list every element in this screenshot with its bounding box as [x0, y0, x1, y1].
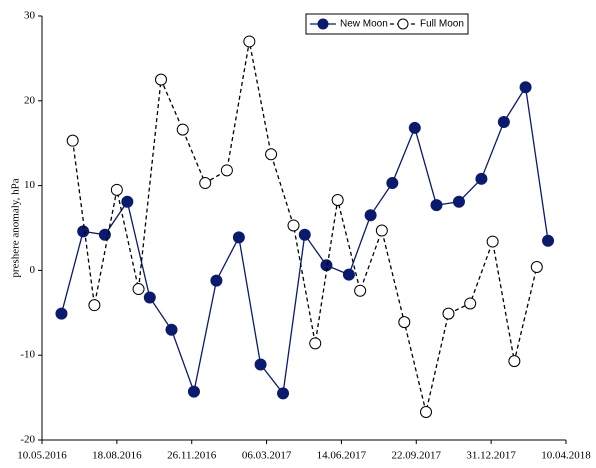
marker	[243, 35, 256, 48]
marker	[121, 195, 134, 208]
x-tick-label: 22.09.2017	[392, 450, 442, 462]
marker	[77, 225, 90, 238]
marker	[430, 199, 443, 212]
y-tick-label: -10	[20, 349, 35, 361]
y-tick-label: 10	[24, 179, 36, 191]
marker	[530, 261, 543, 274]
marker	[542, 234, 555, 247]
marker	[143, 291, 156, 304]
legend-marker	[397, 18, 409, 30]
y-tick-label: 0	[30, 264, 36, 276]
marker	[375, 224, 388, 237]
marker	[199, 177, 212, 190]
y-tick-label: 20	[24, 94, 36, 106]
marker	[519, 81, 532, 94]
marker	[66, 134, 79, 147]
marker	[442, 307, 455, 320]
marker	[398, 316, 411, 329]
series-line	[72, 41, 538, 413]
marker	[232, 231, 245, 244]
legend-box	[305, 13, 469, 35]
marker	[220, 164, 233, 177]
marker	[486, 235, 499, 248]
marker	[254, 358, 267, 371]
marker	[88, 299, 101, 312]
legend: New Moon Full Moon	[305, 13, 469, 35]
y-tick-label: -20	[20, 434, 35, 446]
marker	[354, 284, 367, 297]
marker	[452, 195, 465, 208]
marker	[475, 172, 488, 185]
marker	[155, 73, 168, 86]
marker	[364, 209, 377, 222]
marker	[508, 355, 521, 368]
x-tick-label: 26.11.2016	[167, 450, 217, 462]
marker	[55, 307, 68, 320]
marker	[265, 148, 278, 161]
marker	[497, 116, 510, 128]
marker	[331, 194, 344, 207]
y-tick-label: 30	[24, 10, 36, 22]
y-axis-label: preshere anomaly, hPa	[10, 178, 22, 277]
marker	[132, 283, 145, 296]
x-tick-label: 31.12.2017	[466, 450, 516, 462]
legend-label: New Moon	[340, 19, 388, 30]
marker	[464, 297, 477, 310]
marker	[298, 228, 311, 241]
marker	[176, 123, 189, 136]
x-tick-label: 10.05.2016	[17, 450, 67, 462]
legend-marker	[317, 18, 329, 30]
x-tick-label: 10.04.2018	[541, 450, 591, 462]
marker	[309, 337, 322, 350]
marker	[386, 177, 399, 190]
marker	[408, 121, 421, 134]
x-tick-label: 18.08.2016	[92, 450, 142, 462]
marker	[110, 183, 123, 196]
marker	[210, 274, 223, 287]
marker	[277, 387, 290, 400]
marker	[342, 268, 355, 281]
x-tick-label: 14.06.2017	[317, 450, 367, 462]
marker	[165, 323, 178, 336]
x-tick-label: 06.03.2017	[242, 450, 292, 462]
marker	[187, 385, 200, 398]
marker	[287, 219, 300, 232]
legend-label: Full Moon	[420, 19, 464, 30]
marker	[420, 406, 433, 419]
